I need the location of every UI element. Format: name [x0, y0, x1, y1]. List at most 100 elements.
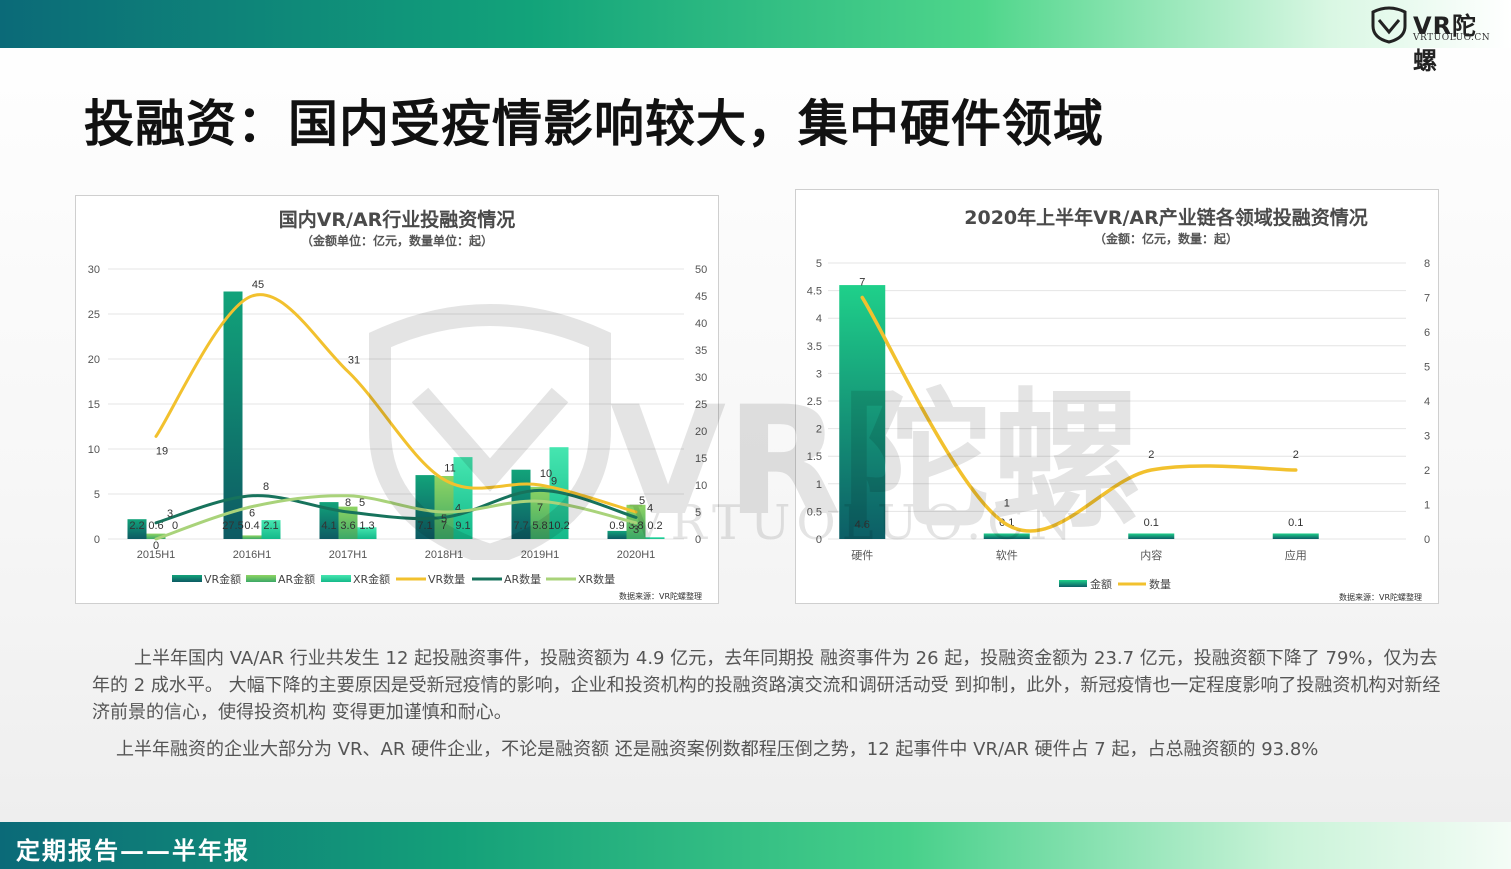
y2-tick-label: 2 — [1424, 465, 1430, 477]
line-data-label: 3 — [633, 524, 639, 536]
line-data-label: 5 — [359, 497, 365, 509]
y-tick-label: 10 — [88, 444, 100, 456]
legend-label: AR金额 — [278, 572, 315, 586]
bar-data-label: 0.1 — [1144, 517, 1159, 529]
bar-XR金额 — [453, 457, 473, 539]
y-tick-label: 0 — [816, 534, 822, 546]
line-data-label: 45 — [252, 279, 264, 291]
bar-data-label: 2.1 — [263, 520, 278, 532]
bar-data-label: 7.1 — [417, 520, 432, 532]
y2-tick-label: 0 — [695, 534, 701, 546]
y-tick-label: 1 — [816, 479, 822, 491]
bar-金额 — [1128, 533, 1175, 539]
legend-swatch — [321, 575, 351, 582]
line-data-label: 11 — [444, 463, 455, 475]
x-tick-label: 2016H1 — [233, 549, 272, 561]
bar-VR金额 — [223, 291, 243, 539]
bar-金额 — [1272, 533, 1319, 539]
body-paragraph-1: 上半年国内 VA/AR 行业共发生 12 起投融资事件，投融资额为 4.9 亿元… — [92, 648, 1441, 723]
bar-data-label: 3.6 — [340, 520, 355, 532]
legend-swatch — [1059, 580, 1087, 587]
bar-data-label: 0.1 — [1288, 517, 1303, 529]
bar-data-label: 0 — [172, 520, 178, 532]
chart-subtitle: （金额单位：亿元，数量单位：起） — [301, 233, 493, 248]
legend-swatch — [172, 575, 202, 582]
x-tick-label: 2015H1 — [137, 549, 176, 561]
sector-investment-chart: 2020年上半年VR/AR产业链各领域投融资情况 （金额：亿元，数量：起） 0 0.5… — [807, 206, 1430, 602]
logo-subtext: VRTUOLUO.CN — [1413, 33, 1491, 43]
y2-tick-label: 30 — [695, 372, 707, 384]
y-tick-label: 5 — [94, 489, 100, 501]
line-VR数量 — [154, 293, 638, 514]
footer-bar: 定期报告——半年报 — [0, 822, 1511, 869]
chart-title: 国内VR/AR行业投融资情况 — [279, 208, 516, 231]
page-title: 投融资：国内受疫情影响较大，集中硬件领域 — [84, 95, 1104, 153]
y-tick-label: 4.5 — [807, 286, 822, 298]
bar-VR金额 — [319, 502, 339, 539]
line-data-label: 2 — [1293, 449, 1299, 461]
line-data-label: 8 — [263, 481, 269, 493]
bar-XR金额 — [261, 520, 281, 539]
x-tick-label: 2018H1 — [425, 549, 464, 561]
bar-data-label: 9.1 — [455, 520, 470, 532]
bar-data-label: 2.2 — [129, 520, 144, 532]
y2-tick-label: 8 — [1424, 258, 1430, 270]
legend-label: AR数量 — [504, 573, 541, 586]
y-tick-label: 5 — [816, 258, 822, 270]
x-tick-label: 软件 — [996, 548, 1018, 562]
y-tick-label: 0 — [94, 534, 100, 546]
bar-AR金额 — [146, 533, 166, 539]
line-data-label: 1 — [1004, 498, 1010, 510]
logo-text: VR陀螺 — [1413, 12, 1478, 75]
x-tick-label: 应用 — [1285, 548, 1307, 562]
y2-tick-label: 0 — [1424, 534, 1430, 546]
legend-label: VR金额 — [204, 572, 241, 586]
line-data-label: 7 — [537, 502, 543, 514]
footer-text: 定期报告——半年报 — [16, 836, 250, 865]
legend-label: XR数量 — [578, 573, 615, 586]
chart-panel-left: 国内VR/AR行业投融资情况 （金额单位：亿元，数量单位：起） 0 5 10 15 20 25… — [75, 195, 719, 604]
bar-AR金额 — [338, 506, 358, 539]
y2-tick-label: 3 — [1424, 431, 1430, 443]
y2-tick-label: 40 — [695, 318, 707, 330]
bar-data-label: 4.1 — [321, 520, 336, 532]
bar-VR金额 — [511, 469, 531, 539]
logo: VR陀螺 VRTUOLUO.CN — [1369, 4, 1499, 75]
line-data-label: 4 — [647, 502, 653, 514]
body-paragraph-2: 上半年融资的企业大部分为 VR、AR 硬件企业，不论是融资额 还是融资案例数都程… — [116, 739, 1319, 760]
bar-data-label: 0.4 — [244, 520, 259, 532]
line-data-label: 9 — [551, 475, 557, 487]
line-data-label: 5 — [639, 495, 645, 507]
bar-data-label: 0.9 — [609, 520, 624, 532]
header-bar — [0, 0, 1511, 48]
y-tick-label: 30 — [88, 264, 100, 276]
x-tick-label: 内容 — [1140, 548, 1162, 562]
bar-data-label: 7.7 — [513, 520, 528, 532]
y-tick-label: 2 — [816, 424, 822, 436]
x-tick-label: 2017H1 — [329, 549, 368, 561]
y2-tick-label: 15 — [695, 453, 707, 465]
line-data-label: 10 — [540, 468, 552, 480]
y2-tick-label: 45 — [695, 291, 707, 303]
chart-title: 2020年上半年VR/AR产业链各领域投融资情况 — [964, 206, 1368, 229]
chart-source: 数据来源：VR陀螺整理 — [619, 591, 702, 601]
y-tick-label: 20 — [88, 354, 100, 366]
bar-XR金额 — [357, 527, 377, 539]
y-tick-label: 25 — [88, 309, 100, 321]
bar-VR金额 — [415, 475, 435, 539]
y-tick-label: 2.5 — [807, 396, 822, 408]
chart-source: 数据来源：VR陀螺整理 — [1339, 592, 1422, 602]
line-data-label: 31 — [348, 355, 360, 367]
y2-tick-label: 7 — [1424, 293, 1430, 305]
investment-trend-chart: 国内VR/AR行业投融资情况 （金额单位：亿元，数量单位：起） 0 5 10 15 20 25… — [88, 208, 708, 601]
bar-data-label: 7 — [441, 520, 447, 532]
legend-label: VR数量 — [428, 573, 465, 586]
y2-tick-label: 6 — [1424, 327, 1430, 339]
line-data-label: 5 — [441, 513, 447, 525]
y-tick-label: 0.5 — [807, 506, 822, 518]
bar-data-label: 0.2 — [647, 520, 662, 532]
y2-tick-label: 5 — [1424, 362, 1430, 374]
helmet-logo-icon — [1371, 6, 1407, 44]
line-data-label: 6 — [249, 508, 255, 520]
line-data-label: 3 — [167, 508, 173, 520]
